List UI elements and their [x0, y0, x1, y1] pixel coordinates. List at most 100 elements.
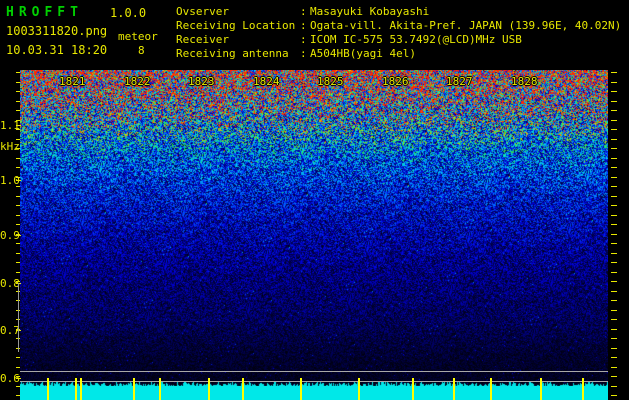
y-axis-minor-tick [16, 205, 20, 206]
y-axis-minor-tick [16, 272, 20, 273]
metadata-list: Ovserver: Masayuki Kobayashi Receiving Loc… [176, 5, 621, 61]
app-title: HROFFT [6, 5, 83, 20]
metadata-value: ICOM IC-575 53.7492(@LCD)MHz USB [310, 33, 522, 46]
event-marker [412, 378, 414, 400]
y-axis-right-tick [611, 110, 617, 111]
app-version: 1.0.0 [110, 6, 147, 20]
y-axis-right-tick [611, 215, 617, 216]
y-axis-minor-tick [16, 196, 20, 197]
event-marker [453, 378, 455, 400]
y-axis-minor-tick [16, 148, 20, 149]
y-axis-minor-tick [16, 234, 20, 235]
y-axis-minor-tick [16, 110, 20, 111]
y-axis-minor-tick [16, 167, 20, 168]
y-axis-minor-tick [16, 101, 20, 102]
x-axis-tick-label: 1822 [124, 75, 151, 88]
y-axis-right-tick [611, 224, 617, 225]
y-axis-minor-tick [16, 253, 20, 254]
y-axis-right-tick [611, 348, 617, 349]
y-axis-tick-label: 1.0 [0, 174, 20, 187]
y-axis-minor-tick [16, 91, 20, 92]
y-axis-minor-tick [16, 120, 20, 121]
y-axis-major-tick [16, 235, 21, 236]
y-axis-major-tick [16, 378, 21, 379]
y-axis-right-tick [611, 186, 617, 187]
y-axis-right-tick [611, 338, 617, 339]
x-axis-tick-label: 1824 [253, 75, 280, 88]
metadata-row: Receiver: ICOM IC-575 53.7492(@LCD)MHz US… [176, 33, 621, 47]
y-axis-right-tick [611, 205, 617, 206]
y-axis-minor-tick [16, 367, 20, 368]
y-axis-minor-tick [16, 386, 20, 387]
metadata-value: Masayuki Kobayashi [310, 5, 430, 18]
y-axis-right-tick [611, 148, 617, 149]
event-marker [47, 378, 49, 400]
event-marker [159, 378, 161, 400]
y-axis-right-tick [611, 281, 617, 282]
x-axis-tick-label: 1827 [446, 75, 473, 88]
y-axis-right-tick [611, 177, 617, 178]
y-axis-right-tick [611, 72, 617, 73]
gridline [20, 371, 608, 372]
y-axis-scale-bar [18, 283, 19, 352]
spectrogram-noise-image [20, 70, 608, 400]
y-axis-right-tick [611, 120, 617, 121]
event-marker [80, 378, 82, 400]
y-axis-minor-tick [16, 72, 20, 73]
y-axis-right-tick [611, 139, 617, 140]
metadata-separator: : [300, 47, 307, 60]
y-axis-minor-tick [16, 243, 20, 244]
y-axis-minor-tick [16, 262, 20, 263]
y-axis-right-tick [611, 329, 617, 330]
header-panel: HROFFT 1.0.0 1003311820.png 10.03.31 18:… [0, 0, 629, 70]
y-axis-right-tick [611, 319, 617, 320]
y-axis-tick-label: 0.9 [0, 229, 20, 242]
y-axis-right-tick [611, 386, 617, 387]
y-axis-right-tick [611, 395, 617, 396]
y-axis-right-tick [611, 129, 617, 130]
y-axis-right-tick [611, 357, 617, 358]
y-axis-right-tick [611, 262, 617, 263]
y-axis-right-tick [611, 272, 617, 273]
y-axis-minor-tick [16, 376, 20, 377]
datestamp-label: 10.03.31 18:20 [6, 43, 108, 57]
event-marker [540, 378, 542, 400]
y-axis-right-tick [611, 253, 617, 254]
metadata-value: A504HB(yagi 4el) [310, 47, 416, 60]
event-marker [490, 378, 492, 400]
y-axis-right-tick [611, 101, 617, 102]
x-axis-tick-label: 1826 [382, 75, 409, 88]
y-axis-right-tick [611, 310, 617, 311]
gridline [20, 381, 608, 382]
y-axis-major-tick [16, 180, 21, 181]
metadata-separator: : [300, 19, 307, 32]
y-axis-right-tick [611, 376, 617, 377]
y-axis-minor-tick [16, 395, 20, 396]
y-axis-major-tick [16, 125, 21, 126]
y-axis-right-tick [611, 243, 617, 244]
y-axis-right-tick [611, 82, 617, 83]
metadata-key: Receiving Location [176, 19, 296, 32]
y-axis-right-tick [611, 300, 617, 301]
x-axis-tick-label: 1825 [317, 75, 344, 88]
y-axis-unit-label: kHz [0, 140, 20, 153]
event-marker [242, 378, 244, 400]
event-marker [133, 378, 135, 400]
metadata-key: Ovserver [176, 5, 229, 18]
cyan-band-top-profile [20, 382, 608, 386]
metadata-value: Ogata-vill. Akita-Pref. JAPAN (139.96E, … [310, 19, 622, 32]
y-axis-tick-label: 0.8 [0, 277, 20, 290]
event-marker [582, 378, 584, 400]
y-axis-minor-tick [16, 139, 20, 140]
y-axis-right-tick [611, 91, 617, 92]
y-axis-minor-tick [16, 82, 20, 83]
event-marker [75, 378, 77, 400]
y-axis-right-tick [611, 234, 617, 235]
y-axis-right-tick [611, 167, 617, 168]
y-axis-minor-tick [16, 215, 20, 216]
spectrogram-canvas-area[interactable]: 1821 1822 1823 1824 1825 1826 1827 1828 [20, 70, 608, 400]
x-axis-tick-label: 1821 [59, 75, 86, 88]
y-axis-minor-tick [16, 224, 20, 225]
y-axis-right-tick [611, 367, 617, 368]
